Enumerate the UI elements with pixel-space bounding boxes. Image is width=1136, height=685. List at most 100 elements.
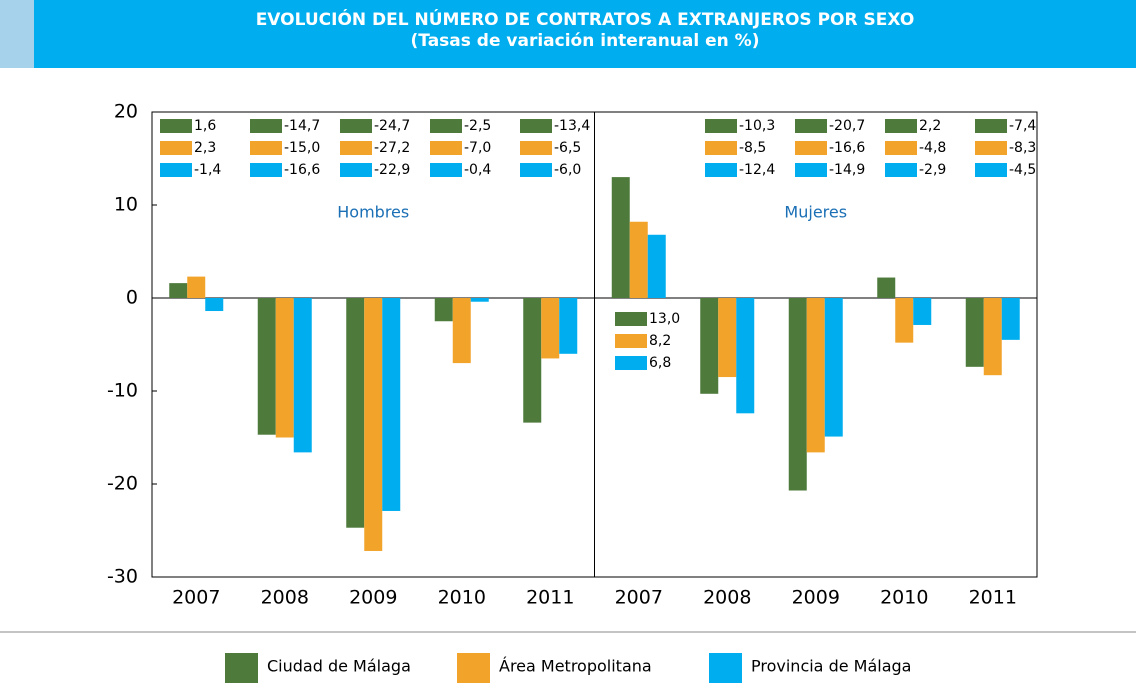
- data-label: -1,4: [194, 162, 221, 178]
- y-tick-label: -30: [107, 566, 138, 588]
- bar: [205, 298, 224, 312]
- data-label: 6,8: [649, 355, 671, 371]
- data-label: -14,9: [829, 162, 865, 178]
- x-tick-label: 2009: [792, 587, 840, 609]
- legend-label: Ciudad de Málaga: [267, 657, 411, 676]
- bar: [965, 298, 984, 367]
- data-label: 2,2: [919, 118, 941, 134]
- y-tick-label: 10: [114, 194, 138, 216]
- y-tick-label: 20: [114, 101, 138, 123]
- table-swatch: [340, 163, 372, 177]
- x-tick-label: 2007: [615, 587, 663, 609]
- data-label: -4,5: [1009, 162, 1036, 178]
- data-label: -10,3: [739, 118, 775, 134]
- bar: [700, 298, 719, 394]
- data-label: -6,0: [554, 162, 581, 178]
- bar: [983, 298, 1002, 376]
- table-swatch: [520, 163, 552, 177]
- bar: [629, 221, 648, 298]
- data-label: -20,7: [829, 118, 865, 134]
- data-label: -24,7: [374, 118, 410, 134]
- header-accent: [0, 0, 34, 68]
- bar: [877, 277, 896, 298]
- table-swatch: [795, 163, 827, 177]
- legend-label: Área Metropolitana: [499, 657, 652, 676]
- table-swatch: [160, 141, 192, 155]
- bar: [434, 298, 453, 322]
- table-swatch: [705, 119, 737, 133]
- bar: [1001, 298, 1020, 340]
- table-swatch: [430, 163, 462, 177]
- table-swatch: [705, 141, 737, 155]
- data-label: -6,5: [554, 140, 581, 156]
- table-swatch: [160, 119, 192, 133]
- legend-swatch: [457, 653, 490, 683]
- table-swatch: [975, 119, 1007, 133]
- bar: [169, 283, 188, 298]
- data-label: -8,3: [1009, 140, 1036, 156]
- bar: [275, 298, 294, 438]
- x-tick-label: 2008: [703, 587, 751, 609]
- panel-label: Hombres: [337, 203, 409, 222]
- data-label: -15,0: [284, 140, 320, 156]
- x-tick-label: 2010: [438, 587, 486, 609]
- table-swatch: [430, 119, 462, 133]
- legend-swatch: [225, 653, 258, 683]
- x-tick-label: 2008: [261, 587, 309, 609]
- table-swatch: [795, 119, 827, 133]
- table-swatch: [885, 119, 917, 133]
- data-label: -13,4: [554, 118, 590, 134]
- data-label: -2,5: [464, 118, 491, 134]
- bar: [470, 298, 489, 302]
- table-swatch: [615, 334, 647, 348]
- table-swatch: [975, 141, 1007, 155]
- data-label: 13,0: [649, 311, 680, 327]
- header: EVOLUCIÓN DEL NÚMERO DE CONTRATOS A EXTR…: [0, 0, 1136, 68]
- table-swatch: [250, 163, 282, 177]
- data-label: -7,4: [1009, 118, 1036, 134]
- data-label: -7,0: [464, 140, 491, 156]
- bar: [382, 298, 401, 511]
- table-swatch: [885, 141, 917, 155]
- data-label: -16,6: [284, 162, 320, 178]
- x-tick-label: 2007: [172, 587, 220, 609]
- legend-label: Provincia de Málaga: [751, 657, 911, 676]
- x-tick-label: 2011: [526, 587, 574, 609]
- bar: [788, 298, 807, 491]
- table-swatch: [615, 356, 647, 370]
- table-swatch: [975, 163, 1007, 177]
- data-label: -16,6: [829, 140, 865, 156]
- data-label: 1,6: [194, 118, 216, 134]
- chart-title: EVOLUCIÓN DEL NÚMERO DE CONTRATOS A EXTR…: [255, 10, 915, 30]
- data-label: -22,9: [374, 162, 410, 178]
- bar: [806, 298, 825, 453]
- bar: [647, 234, 666, 298]
- data-label: 8,2: [649, 333, 671, 349]
- bar: [293, 298, 312, 453]
- data-label: -8,5: [739, 140, 766, 156]
- table-swatch: [520, 141, 552, 155]
- bar: [895, 298, 914, 343]
- bar: [559, 298, 578, 354]
- x-tick-label: 2011: [969, 587, 1017, 609]
- bar: [257, 298, 276, 435]
- bar: [736, 298, 755, 414]
- table-swatch: [340, 119, 372, 133]
- x-tick-label: 2009: [349, 587, 397, 609]
- y-tick-label: -10: [107, 380, 138, 402]
- data-label: 2,3: [194, 140, 216, 156]
- data-label: -12,4: [739, 162, 775, 178]
- data-label: -4,8: [919, 140, 946, 156]
- y-tick-label: -20: [107, 473, 138, 495]
- table-swatch: [160, 163, 192, 177]
- bar: [452, 298, 471, 364]
- table-swatch: [250, 141, 282, 155]
- table-swatch: [520, 119, 552, 133]
- y-tick-label: 0: [126, 287, 138, 309]
- table-swatch: [705, 163, 737, 177]
- table-swatch: [340, 141, 372, 155]
- bar: [541, 298, 560, 359]
- bar: [611, 177, 630, 298]
